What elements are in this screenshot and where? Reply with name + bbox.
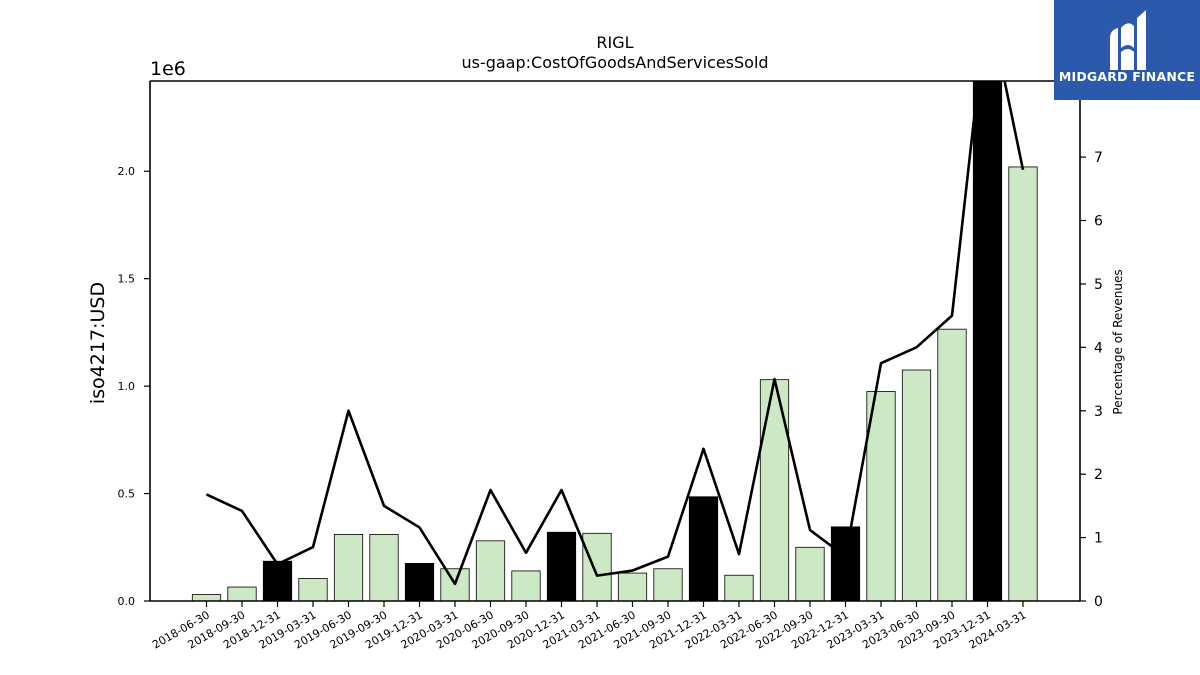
y2-tick-label-0: 0	[1094, 594, 1103, 610]
bar-2022-06-30	[759, 379, 790, 601]
bar-2021-03-31	[582, 532, 612, 601]
bar-2021-09-30	[653, 568, 683, 601]
bar-2023-06-30	[901, 369, 932, 601]
y2-axis-label: Percentage of Revenues	[1111, 269, 1125, 414]
bar-2021-06-30	[617, 572, 648, 601]
bar-2023-09-30	[937, 328, 967, 601]
bar-2023-12-31	[972, 81, 1003, 601]
y2-tick-label-7: 7	[1094, 150, 1103, 166]
percentage-line	[205, 81, 1025, 586]
bar-group	[191, 81, 1038, 601]
y2-tick-label-3: 3	[1094, 404, 1103, 420]
bar-2021-12-31	[688, 496, 719, 601]
y-tick-label-1.5: 1.5	[118, 273, 136, 286]
bar-2020-06-30	[475, 540, 506, 601]
chart-title: RIGL	[596, 33, 633, 52]
chart-subtitle: us-gaap:CostOfGoodsAndServicesSold	[461, 53, 768, 72]
y2-tick-label-2: 2	[1094, 467, 1103, 483]
midgard-logo-icon	[1110, 10, 1146, 70]
bar-2023-03-31	[866, 391, 896, 601]
y2-tick-label-1: 1	[1094, 531, 1103, 547]
y-axis-label: iso4217:USD	[87, 282, 109, 404]
bar-2018-12-31	[262, 560, 293, 601]
bar-2022-09-30	[795, 546, 825, 601]
y2-tick-label-5: 5	[1094, 277, 1103, 293]
bar-2022-12-31	[830, 526, 861, 601]
bar-2020-12-31	[546, 531, 577, 601]
bar-2019-12-31	[404, 563, 435, 601]
bar-2019-09-30	[369, 533, 399, 601]
y-offset-label: 1e6	[150, 58, 186, 80]
bar-2020-09-30	[511, 570, 541, 601]
y2-tick-label-6: 6	[1094, 214, 1103, 230]
y-tick-label-0.0: 0.0	[118, 595, 136, 608]
logo-text: MIDGARD FINANCE	[1058, 69, 1196, 84]
y2-tick-label-4: 4	[1094, 340, 1103, 356]
bar-2024-03-31	[1008, 166, 1038, 601]
bar-2018-09-30	[227, 586, 257, 601]
y-tick-label-0.5: 0.5	[118, 488, 136, 501]
y-tick-label-1.0: 1.0	[118, 380, 136, 393]
bar-2019-03-31	[298, 578, 328, 601]
y-tick-label-2.0: 2.0	[118, 165, 136, 178]
midgard-finance-logo: MIDGARD FINANCE	[1054, 0, 1200, 100]
bar-2022-03-31	[724, 574, 754, 601]
bar-2019-06-30	[333, 533, 364, 601]
percentage-line-group	[205, 81, 1025, 586]
bar-2018-06-30	[191, 594, 222, 601]
